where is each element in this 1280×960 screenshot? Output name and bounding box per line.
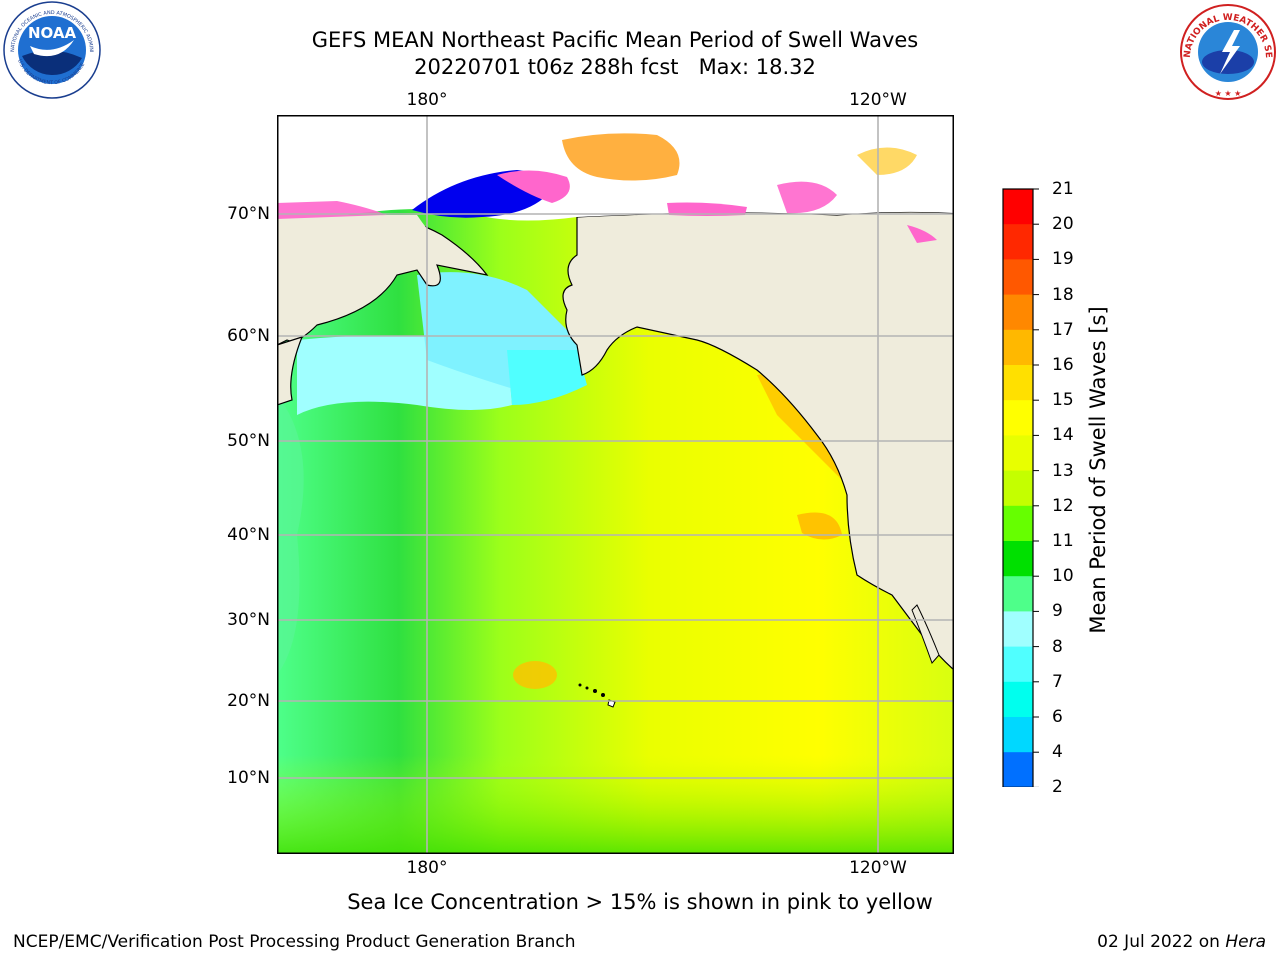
colorbar-segment [1003,400,1033,436]
colorbar-tick-label: 20 [1052,214,1074,235]
colorbar-segment [1003,294,1033,331]
colorbar-tick-label: 9 [1052,601,1063,622]
colorbar-tick-label: 7 [1052,671,1063,692]
colorbar-segment [1003,259,1033,296]
footer-credit: NCEP/EMC/Verification Post Processing Pr… [13,932,576,952]
colorbar-tick-label: 15 [1052,390,1074,411]
colorbar-tick-label: 16 [1052,355,1074,375]
colorbar-segment [1003,435,1033,472]
lon-label-180-bottom: 180° [406,858,448,878]
map-canvas [276,115,955,854]
colorbar-segment [1003,611,1033,648]
colorbar-tick-label: 13 [1052,460,1074,481]
lat-label-30n: 30°N [227,610,270,630]
lat-label-40n: 40°N [227,525,270,545]
colorbar-segment [1003,752,1033,788]
colorbar-tick-label: 6 [1052,707,1063,727]
lat-label-20n: 20°N [227,691,270,711]
colorbar-segment [1003,646,1033,683]
sea-ice-note: Sea Ice Concentration > 15% is shown in … [347,890,933,914]
colorbar-tick-label: 14 [1052,425,1074,446]
colorbar-segment [1003,224,1033,260]
colorbar-tick-label: 12 [1052,495,1074,516]
colorbar-segment [1003,541,1033,577]
lon-label-120w-bottom: 120°W [849,858,907,878]
map-title: GEFS MEAN Northeast Pacific Mean Period … [311,28,919,52]
lat-label-10n: 10°N [227,768,270,788]
lat-label-50n: 50°N [227,431,270,451]
footer-host: Hera [1225,932,1266,952]
colorbar-tick-label: 4 [1052,742,1063,763]
lat-label-70n: 70°N [227,204,270,224]
noaa-logo-text: NOAA [28,24,77,42]
colorbar-tick-label: 2 [1052,777,1063,798]
colorbar-segment [1003,470,1033,507]
colorbar-tick-label: 10 [1052,566,1074,587]
colorbar-tick-label: 17 [1052,319,1074,340]
map-panel [276,115,955,854]
lon-label-180-top: 180° [406,90,448,110]
colorbar-segment [1003,717,1033,753]
svg-text:★ ★ ★: ★ ★ ★ [1215,89,1242,98]
colorbar-tick-label: 11 [1052,531,1074,551]
colorbar-tick-label: 18 [1052,284,1074,305]
nws-logo: NATIONAL WEATHER SERVICE ★ ★ ★ [1175,0,1278,102]
colorbar-tick-label: 19 [1052,249,1074,270]
lat-label-60n: 60°N [227,326,270,346]
colorbar-segment [1003,189,1033,225]
colorbar-segment [1003,681,1033,718]
colorbar-segment [1003,576,1033,612]
colorbar [1000,187,1040,817]
noaa-logo: NOAA NATIONAL OCEANIC AND ATMOSPHERIC AD… [0,0,105,100]
map-subtitle: 20220701 t06z 288h fcst Max: 18.32 [414,55,816,79]
footer-date: 02 Jul 2022 on Hera [1097,932,1266,952]
colorbar-tick-label: 21 [1052,179,1074,199]
colorbar-segment [1003,505,1033,542]
colorbar-segment [1003,365,1033,401]
colorbar-title: Mean Period of Swell Waves [s] [1086,306,1110,634]
colorbar-segment [1003,329,1033,366]
colorbar-tick-label: 8 [1052,636,1063,657]
lon-label-120w-top: 120°W [849,90,907,110]
